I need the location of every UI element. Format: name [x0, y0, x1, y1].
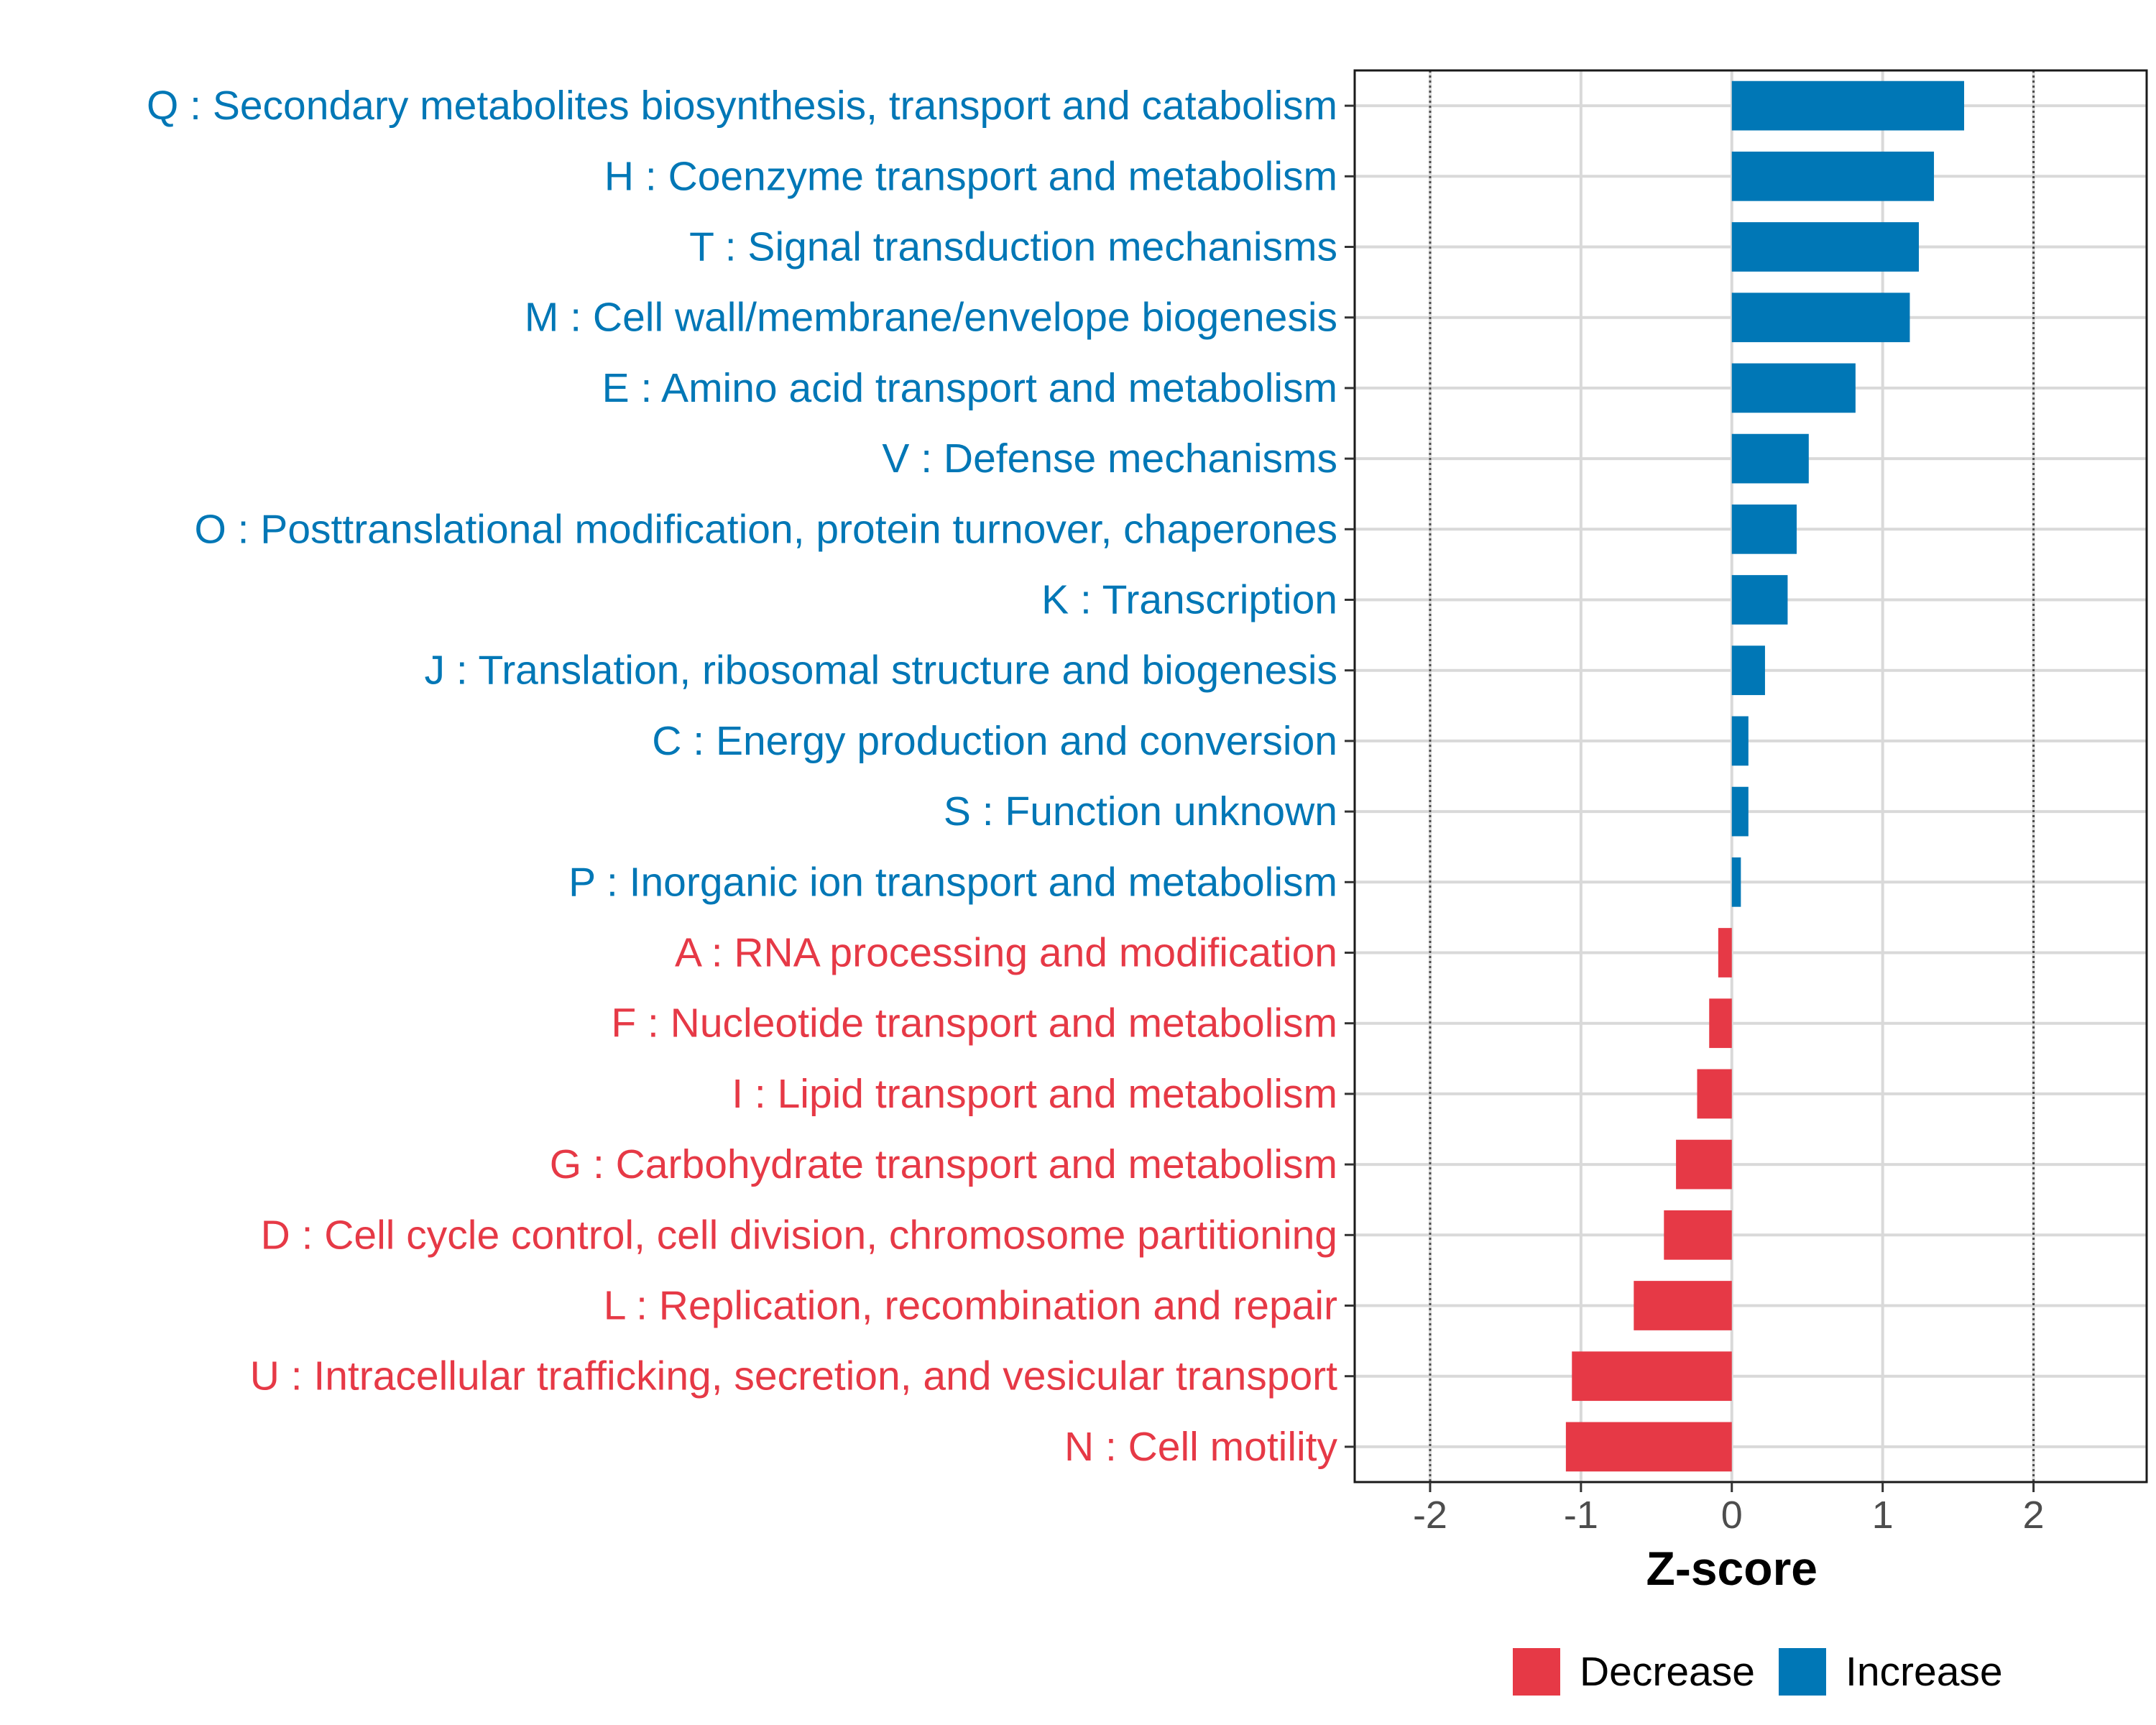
bar-decrease — [1634, 1281, 1732, 1330]
category-label: T : Signal transduction mechanisms — [689, 224, 1337, 270]
category-label: G : Carbohydrate transport and metabolis… — [550, 1141, 1337, 1187]
bar-increase — [1731, 80, 1965, 131]
category-label: K : Transcription — [1041, 577, 1337, 623]
category-label: L : Replication, recombination and repai… — [604, 1283, 1337, 1329]
bar-decrease — [1572, 1351, 1732, 1402]
category-label: P : Inorganic ion transport and metaboli… — [568, 859, 1337, 905]
category-label: C : Energy production and conversion — [652, 718, 1337, 764]
bar-increase — [1731, 151, 1935, 201]
category-label: J : Translation, ribosomal structure and… — [425, 648, 1337, 694]
bar-increase — [1731, 433, 1809, 484]
bar-increase — [1731, 363, 1856, 413]
category-label: S : Function unknown — [944, 788, 1337, 834]
category-label: A : RNA processing and modification — [675, 930, 1337, 976]
category-label: F : Nucleotide transport and metabolism — [611, 1000, 1337, 1046]
x-tick-label: -1 — [1564, 1494, 1598, 1537]
category-label: Q : Secondary metabolites biosynthesis, … — [147, 83, 1337, 129]
bar-increase — [1731, 293, 1910, 343]
bar-increase — [1731, 222, 1920, 272]
reference-lines — [1429, 70, 2035, 1482]
bar-increase — [1731, 645, 1765, 696]
category-label: U : Intracellular trafficking, secretion… — [250, 1353, 1337, 1399]
plot-frame — [1353, 69, 2148, 1484]
category-label: E : Amino acid transport and metabolism — [602, 365, 1337, 411]
legend: Decrease Increase — [1513, 1648, 2003, 1696]
x-axis-title: Z-score — [1646, 1542, 1818, 1595]
category-label: D : Cell cycle control, cell division, c… — [261, 1212, 1337, 1258]
legend-label-increase: Increase — [1846, 1649, 2003, 1695]
x-axis: -2 -1 0 1 2 — [1413, 1482, 2045, 1537]
grid-layer — [1355, 70, 2147, 1482]
category-label: N : Cell motility — [1064, 1424, 1338, 1470]
bar-increase — [1731, 504, 1797, 554]
x-tick-label: -2 — [1413, 1494, 1447, 1537]
bar-decrease — [1709, 998, 1732, 1049]
bar-decrease — [1697, 1069, 1732, 1119]
x-tick-label: 1 — [1872, 1494, 1894, 1537]
x-tick-label: 2 — [2023, 1494, 2045, 1537]
x-tick-label: 0 — [1721, 1494, 1743, 1537]
legend-label-decrease: Decrease — [1580, 1649, 1755, 1695]
category-label: O : Posttranslational modification, prot… — [194, 506, 1337, 552]
legend-swatch-increase — [1779, 1648, 1826, 1696]
bar-increase — [1731, 857, 1741, 907]
bar-decrease — [1664, 1210, 1732, 1260]
y-axis: Q : Secondary metabolites biosynthesis, … — [147, 83, 1355, 1470]
bar-decrease — [1565, 1422, 1732, 1472]
category-label: I : Lipid transport and metabolism — [732, 1071, 1337, 1117]
bar-increase — [1731, 575, 1788, 625]
bar-decrease — [1718, 928, 1732, 978]
bar-increase — [1731, 716, 1749, 766]
bar-decrease — [1676, 1139, 1732, 1190]
legend-swatch-decrease — [1513, 1648, 1560, 1696]
bar-layer — [1565, 80, 1965, 1472]
category-label: H : Coenzyme transport and metabolism — [604, 153, 1337, 199]
category-label: V : Defense mechanisms — [882, 436, 1337, 482]
bar-increase — [1731, 786, 1749, 837]
category-label: M : Cell wall/membrane/envelope biogenes… — [525, 295, 1337, 341]
